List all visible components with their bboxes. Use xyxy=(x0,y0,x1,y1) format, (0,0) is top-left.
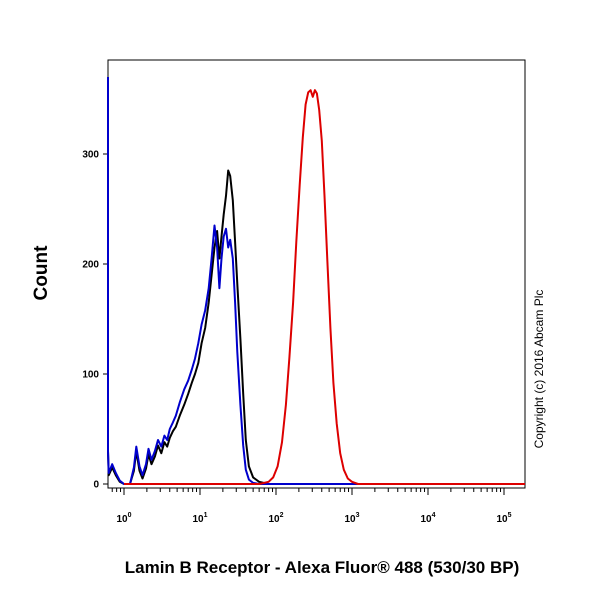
x-tick-label: 100 xyxy=(116,512,131,525)
x-axis-title: Lamin B Receptor - Alexa Fluor® 488 (530… xyxy=(125,558,520,577)
x-tick-label: 101 xyxy=(192,512,207,525)
copyright-annotation: Copyright (c) 2016 Abcam Plc xyxy=(532,290,546,449)
y-tick-label: 200 xyxy=(82,260,99,271)
histogram-series xyxy=(107,77,525,485)
series-line-3 xyxy=(124,89,525,485)
y-axis: 0 100 200 300 xyxy=(82,150,108,491)
x-tick-label: 104 xyxy=(420,512,435,525)
series-line-2 xyxy=(107,77,525,485)
y-axis-title: Count xyxy=(31,245,52,301)
y-tick-label: 0 xyxy=(93,480,99,491)
series-line-1 xyxy=(107,77,525,485)
y-tick-label: 100 xyxy=(82,370,99,381)
x-tick-label: 103 xyxy=(344,512,359,525)
x-tick-label: 105 xyxy=(496,512,511,525)
plot-frame xyxy=(107,59,526,489)
x-tick-label: 102 xyxy=(268,512,283,525)
x-axis: 100 101 102 103 104 105 xyxy=(111,488,512,525)
y-tick-label: 300 xyxy=(82,150,99,161)
